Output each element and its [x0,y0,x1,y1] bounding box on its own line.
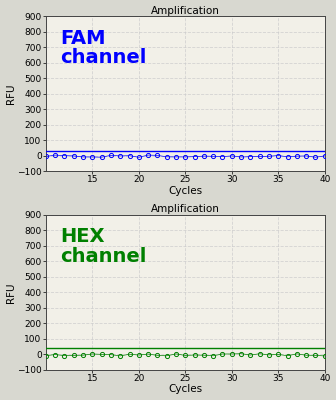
Y-axis label: RFU: RFU [6,84,15,104]
Text: FAM
channel: FAM channel [60,29,146,68]
X-axis label: Cycles: Cycles [168,384,202,394]
Title: Amplification: Amplification [151,204,220,214]
Text: HEX
channel: HEX channel [60,227,146,266]
X-axis label: Cycles: Cycles [168,186,202,196]
Y-axis label: RFU: RFU [6,282,15,303]
Title: Amplification: Amplification [151,6,220,16]
